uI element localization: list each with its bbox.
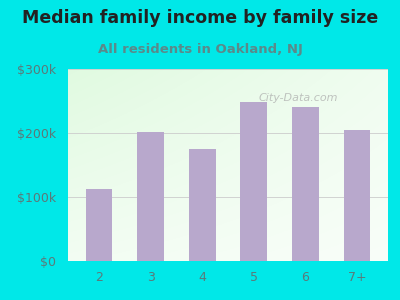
Bar <box>137 132 164 261</box>
Bar <box>189 149 216 261</box>
Text: Median family income by family size: Median family income by family size <box>22 9 378 27</box>
Text: All residents in Oakland, NJ: All residents in Oakland, NJ <box>98 44 302 56</box>
Text: City-Data.com: City-Data.com <box>259 93 338 103</box>
Bar <box>344 130 370 261</box>
Bar <box>86 189 112 261</box>
Bar <box>292 107 319 261</box>
Bar <box>240 102 267 261</box>
